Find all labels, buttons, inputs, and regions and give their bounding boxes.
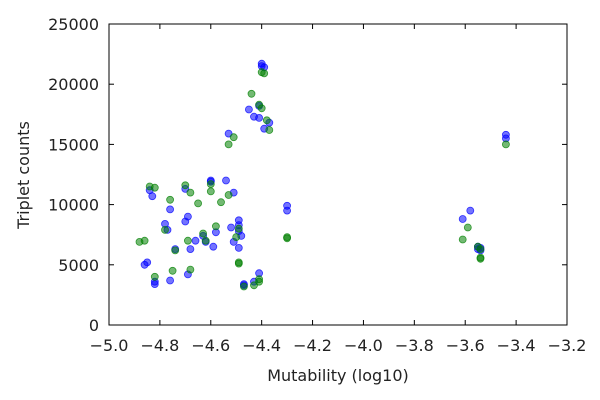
data-point — [199, 229, 208, 238]
x-tick-label: −4.2 — [293, 336, 332, 355]
y-tick-label: 25000 — [48, 15, 99, 34]
data-point — [206, 187, 215, 196]
data-point — [222, 176, 230, 185]
data-point — [265, 126, 274, 134]
data-point — [148, 192, 157, 201]
data-point — [206, 180, 215, 189]
data-point — [217, 198, 225, 207]
data-point — [466, 206, 475, 215]
data-point — [150, 272, 159, 281]
data-point — [209, 242, 218, 251]
data-point — [150, 183, 159, 192]
data-point — [186, 245, 195, 254]
data-point — [234, 259, 243, 268]
data-point — [229, 133, 238, 142]
plot-frame — [108, 23, 568, 326]
x-tick-label: −3.6 — [446, 336, 485, 355]
data-point — [201, 236, 210, 245]
data-point — [186, 188, 195, 197]
data-point — [191, 236, 200, 245]
x-tick-label: −4.0 — [344, 336, 383, 355]
data-point — [171, 246, 180, 255]
ticks-layer: −5.0 −4.8 −4.6 −4.4 −4.2 −4.0 −3.8 −3.6 −3.4 −3.2… — [48, 15, 586, 355]
data-point — [140, 260, 149, 269]
data-point — [244, 105, 253, 114]
data-point — [463, 223, 472, 232]
data-point — [247, 89, 256, 98]
data-point — [194, 199, 203, 208]
x-tick-label: −4.6 — [191, 336, 230, 355]
data-point — [234, 243, 243, 252]
data-point — [181, 217, 190, 226]
data-point — [227, 223, 236, 232]
data-point — [166, 276, 175, 285]
x-tick-label: −4.8 — [140, 336, 179, 355]
data-point — [234, 224, 243, 233]
y-tick-label: 20000 — [48, 75, 99, 94]
x-tick-label: −3.8 — [395, 336, 434, 355]
data-point — [255, 275, 264, 284]
x-tick-label: −3.2 — [548, 336, 587, 355]
x-tick-label: −3.4 — [497, 336, 536, 355]
data-point — [183, 236, 192, 245]
x-tick-label: −4.4 — [242, 336, 281, 355]
data-point — [476, 245, 485, 254]
y-tick-label: 0 — [89, 316, 99, 335]
y-tick-label: 5000 — [58, 256, 99, 275]
data-point — [161, 225, 169, 234]
data-point — [211, 222, 220, 231]
y-tick-label: 10000 — [48, 196, 99, 215]
y-tick-label: 15000 — [48, 135, 99, 154]
data-point — [257, 104, 266, 113]
data-point — [224, 191, 233, 199]
x-axis-label: Mutability (log10) — [267, 366, 409, 385]
data-point — [168, 266, 177, 275]
data-point — [260, 69, 269, 78]
data-point — [140, 236, 149, 245]
data-point — [262, 116, 271, 125]
data-point — [181, 181, 190, 190]
data-point — [255, 114, 264, 122]
data-point — [232, 233, 241, 242]
data-point — [458, 215, 467, 223]
data-point — [239, 282, 248, 291]
data-point — [501, 140, 510, 149]
data-point — [186, 265, 195, 274]
data-point — [283, 206, 292, 215]
y-axis-label: Triplet counts — [14, 121, 33, 230]
data-point — [476, 254, 485, 263]
data-point — [458, 235, 467, 244]
data-point — [224, 140, 233, 149]
data-point — [166, 195, 175, 204]
x-tick-label: −5.0 — [90, 336, 129, 355]
points-layer — [135, 59, 510, 291]
data-point — [166, 205, 175, 214]
data-point — [283, 234, 292, 243]
